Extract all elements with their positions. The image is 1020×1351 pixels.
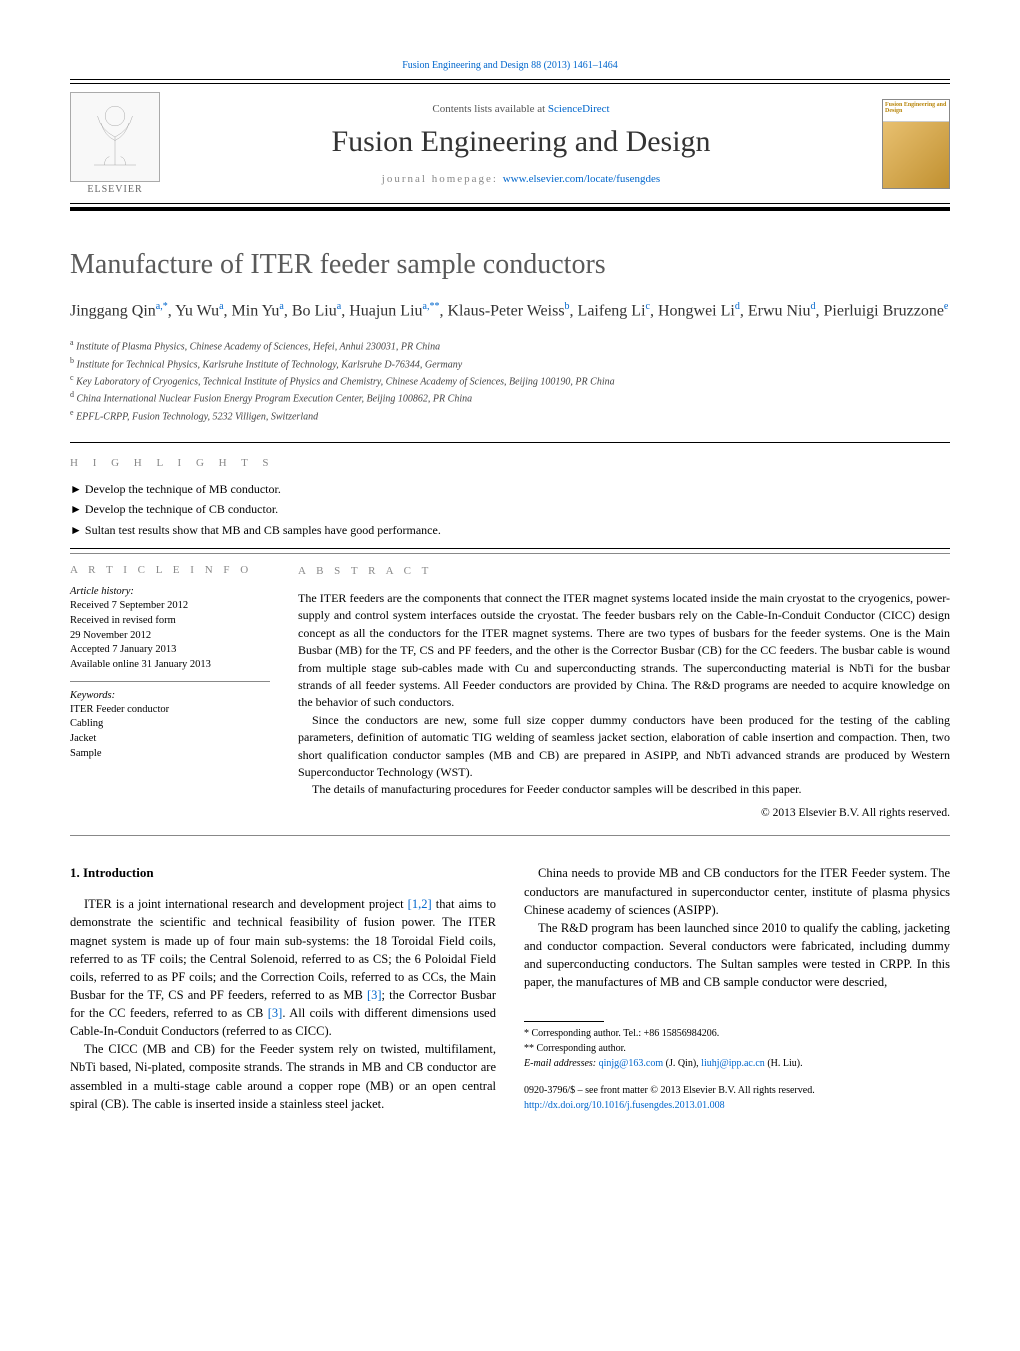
keywords-label: Keywords: [70, 690, 270, 701]
journal-ref-line: Fusion Engineering and Design 88 (2013) … [70, 60, 950, 71]
journal-name: Fusion Engineering and Design [172, 125, 870, 159]
highlight-item: Develop the technique of MB conductor. [70, 479, 950, 499]
history-line: 29 November 2012 [70, 629, 270, 644]
abstract-paragraph: The details of manufacturing procedures … [298, 781, 950, 798]
abstract-paragraph: Since the conductors are new, some full … [298, 712, 950, 782]
abstract-copyright: © 2013 Elsevier B.V. All rights reserved… [298, 805, 950, 822]
keyword-line: ITER Feeder conductor [70, 703, 270, 718]
email-line: E-mail addresses: qinjg@163.com (J. Qin)… [524, 1056, 950, 1071]
history-line: Received in revised form [70, 614, 270, 629]
masthead-center: Contents lists available at ScienceDirec… [172, 103, 870, 185]
info-abstract: a r t i c l e i n f o Article history: R… [70, 553, 950, 821]
body-paragraph: ITER is a joint international research a… [70, 895, 496, 1040]
homepage-prefix: journal homepage: [382, 173, 503, 185]
doi-link[interactable]: http://dx.doi.org/10.1016/j.fusengdes.20… [524, 1100, 725, 1111]
corresponding-author-2: ** Corresponding author. [524, 1041, 950, 1056]
citation-link[interactable]: [3] [367, 988, 382, 1002]
abstract-paragraph: The ITER feeders are the components that… [298, 590, 950, 712]
citation-link[interactable]: [3] [268, 1006, 283, 1020]
article-title: Manufacture of ITER feeder sample conduc… [70, 249, 950, 281]
rule [70, 548, 950, 549]
citation-link[interactable]: [1,2] [408, 897, 432, 911]
masthead: ELSEVIER Contents lists available at Sci… [70, 84, 950, 203]
elsevier-tree-icon [70, 92, 160, 182]
history-line: Accepted 7 January 2013 [70, 643, 270, 658]
homepage-line: journal homepage: www.elsevier.com/locat… [172, 173, 870, 185]
history-line: Received 7 September 2012 [70, 599, 270, 614]
affiliation-line: b Institute for Technical Physics, Karls… [70, 355, 950, 372]
affiliation-line: c Key Laboratory of Cryogenics, Technica… [70, 372, 950, 389]
article-info-col: a r t i c l e i n f o Article history: R… [70, 564, 270, 821]
highlights: h i g h l i g h t s Develop the techniqu… [70, 457, 950, 540]
highlight-item: Sultan test results show that MB and CB … [70, 520, 950, 540]
journal-cover-thumb: Fusion Engineering and Design [882, 99, 950, 189]
highlights-list: Develop the technique of MB conductor.De… [70, 479, 950, 540]
journal-ref-link[interactable]: Fusion Engineering and Design 88 (2013) … [402, 60, 618, 71]
keyword-line: Sample [70, 747, 270, 762]
affiliations: a Institute of Plasma Physics, Chinese A… [70, 337, 950, 424]
section-title: Introduction [83, 865, 154, 880]
footnote-rule [524, 1021, 604, 1022]
rule [70, 442, 950, 443]
history-label: Article history: [70, 586, 270, 597]
article-info-heading: a r t i c l e i n f o [70, 564, 270, 576]
abstract-heading: a b s t r a c t [298, 564, 950, 580]
highlights-heading: h i g h l i g h t s [70, 457, 950, 469]
body-paragraph: The R&D program has been launched since … [524, 919, 950, 992]
elsevier-logo-block: ELSEVIER [70, 92, 160, 195]
section-number: 1. [70, 865, 80, 880]
affiliation-line: a Institute of Plasma Physics, Chinese A… [70, 337, 950, 354]
affiliation-line: e EPFL-CRPP, Fusion Technology, 5232 Vil… [70, 407, 950, 424]
publisher-word: ELSEVIER [70, 184, 160, 195]
sciencedirect-link[interactable]: ScienceDirect [548, 103, 610, 115]
contents-prefix: Contents lists available at [432, 103, 547, 115]
keywords-block: Keywords: ITER Feeder conductorCablingJa… [70, 690, 270, 770]
contents-line: Contents lists available at ScienceDirec… [172, 103, 870, 115]
body-columns: 1. Introduction ITER is a joint internat… [70, 864, 950, 1113]
affiliation-line: d China International Nuclear Fusion Ene… [70, 389, 950, 406]
history-line: Available online 31 January 2013 [70, 658, 270, 673]
cover-art [883, 122, 949, 188]
email-link[interactable]: liuhj@ipp.ac.cn [701, 1058, 765, 1069]
email-label: E-mail addresses: [524, 1058, 599, 1069]
authors: Jinggang Qina,*, Yu Wua, Min Yua, Bo Liu… [70, 299, 950, 323]
keyword-line: Jacket [70, 732, 270, 747]
history-block: Article history: Received 7 September 20… [70, 586, 270, 681]
issn-line: 0920-3796/$ – see front matter © 2013 El… [524, 1083, 950, 1098]
body-paragraph: China needs to provide MB and CB conduct… [524, 864, 950, 918]
info-abstract-wrap: a r t i c l e i n f o Article history: R… [70, 553, 950, 836]
homepage-link[interactable]: www.elsevier.com/locate/fusengdes [503, 173, 661, 185]
keyword-line: Cabling [70, 717, 270, 732]
footnotes: * Corresponding author. Tel.: +86 158569… [524, 1021, 950, 1071]
rule [70, 207, 950, 211]
abstract-col: a b s t r a c t The ITER feeders are the… [298, 564, 950, 821]
cover-label: Fusion Engineering and Design [883, 100, 949, 122]
section-heading: 1. Introduction [70, 864, 496, 883]
email-link[interactable]: qinjg@163.com [599, 1058, 663, 1069]
corresponding-author-1: * Corresponding author. Tel.: +86 158569… [524, 1026, 950, 1041]
highlight-item: Develop the technique of CB conductor. [70, 499, 950, 519]
body-paragraph: The CICC (MB and CB) for the Feeder syst… [70, 1040, 496, 1113]
page: Fusion Engineering and Design 88 (2013) … [0, 0, 1020, 1153]
footer-meta: 0920-3796/$ – see front matter © 2013 El… [524, 1083, 950, 1113]
